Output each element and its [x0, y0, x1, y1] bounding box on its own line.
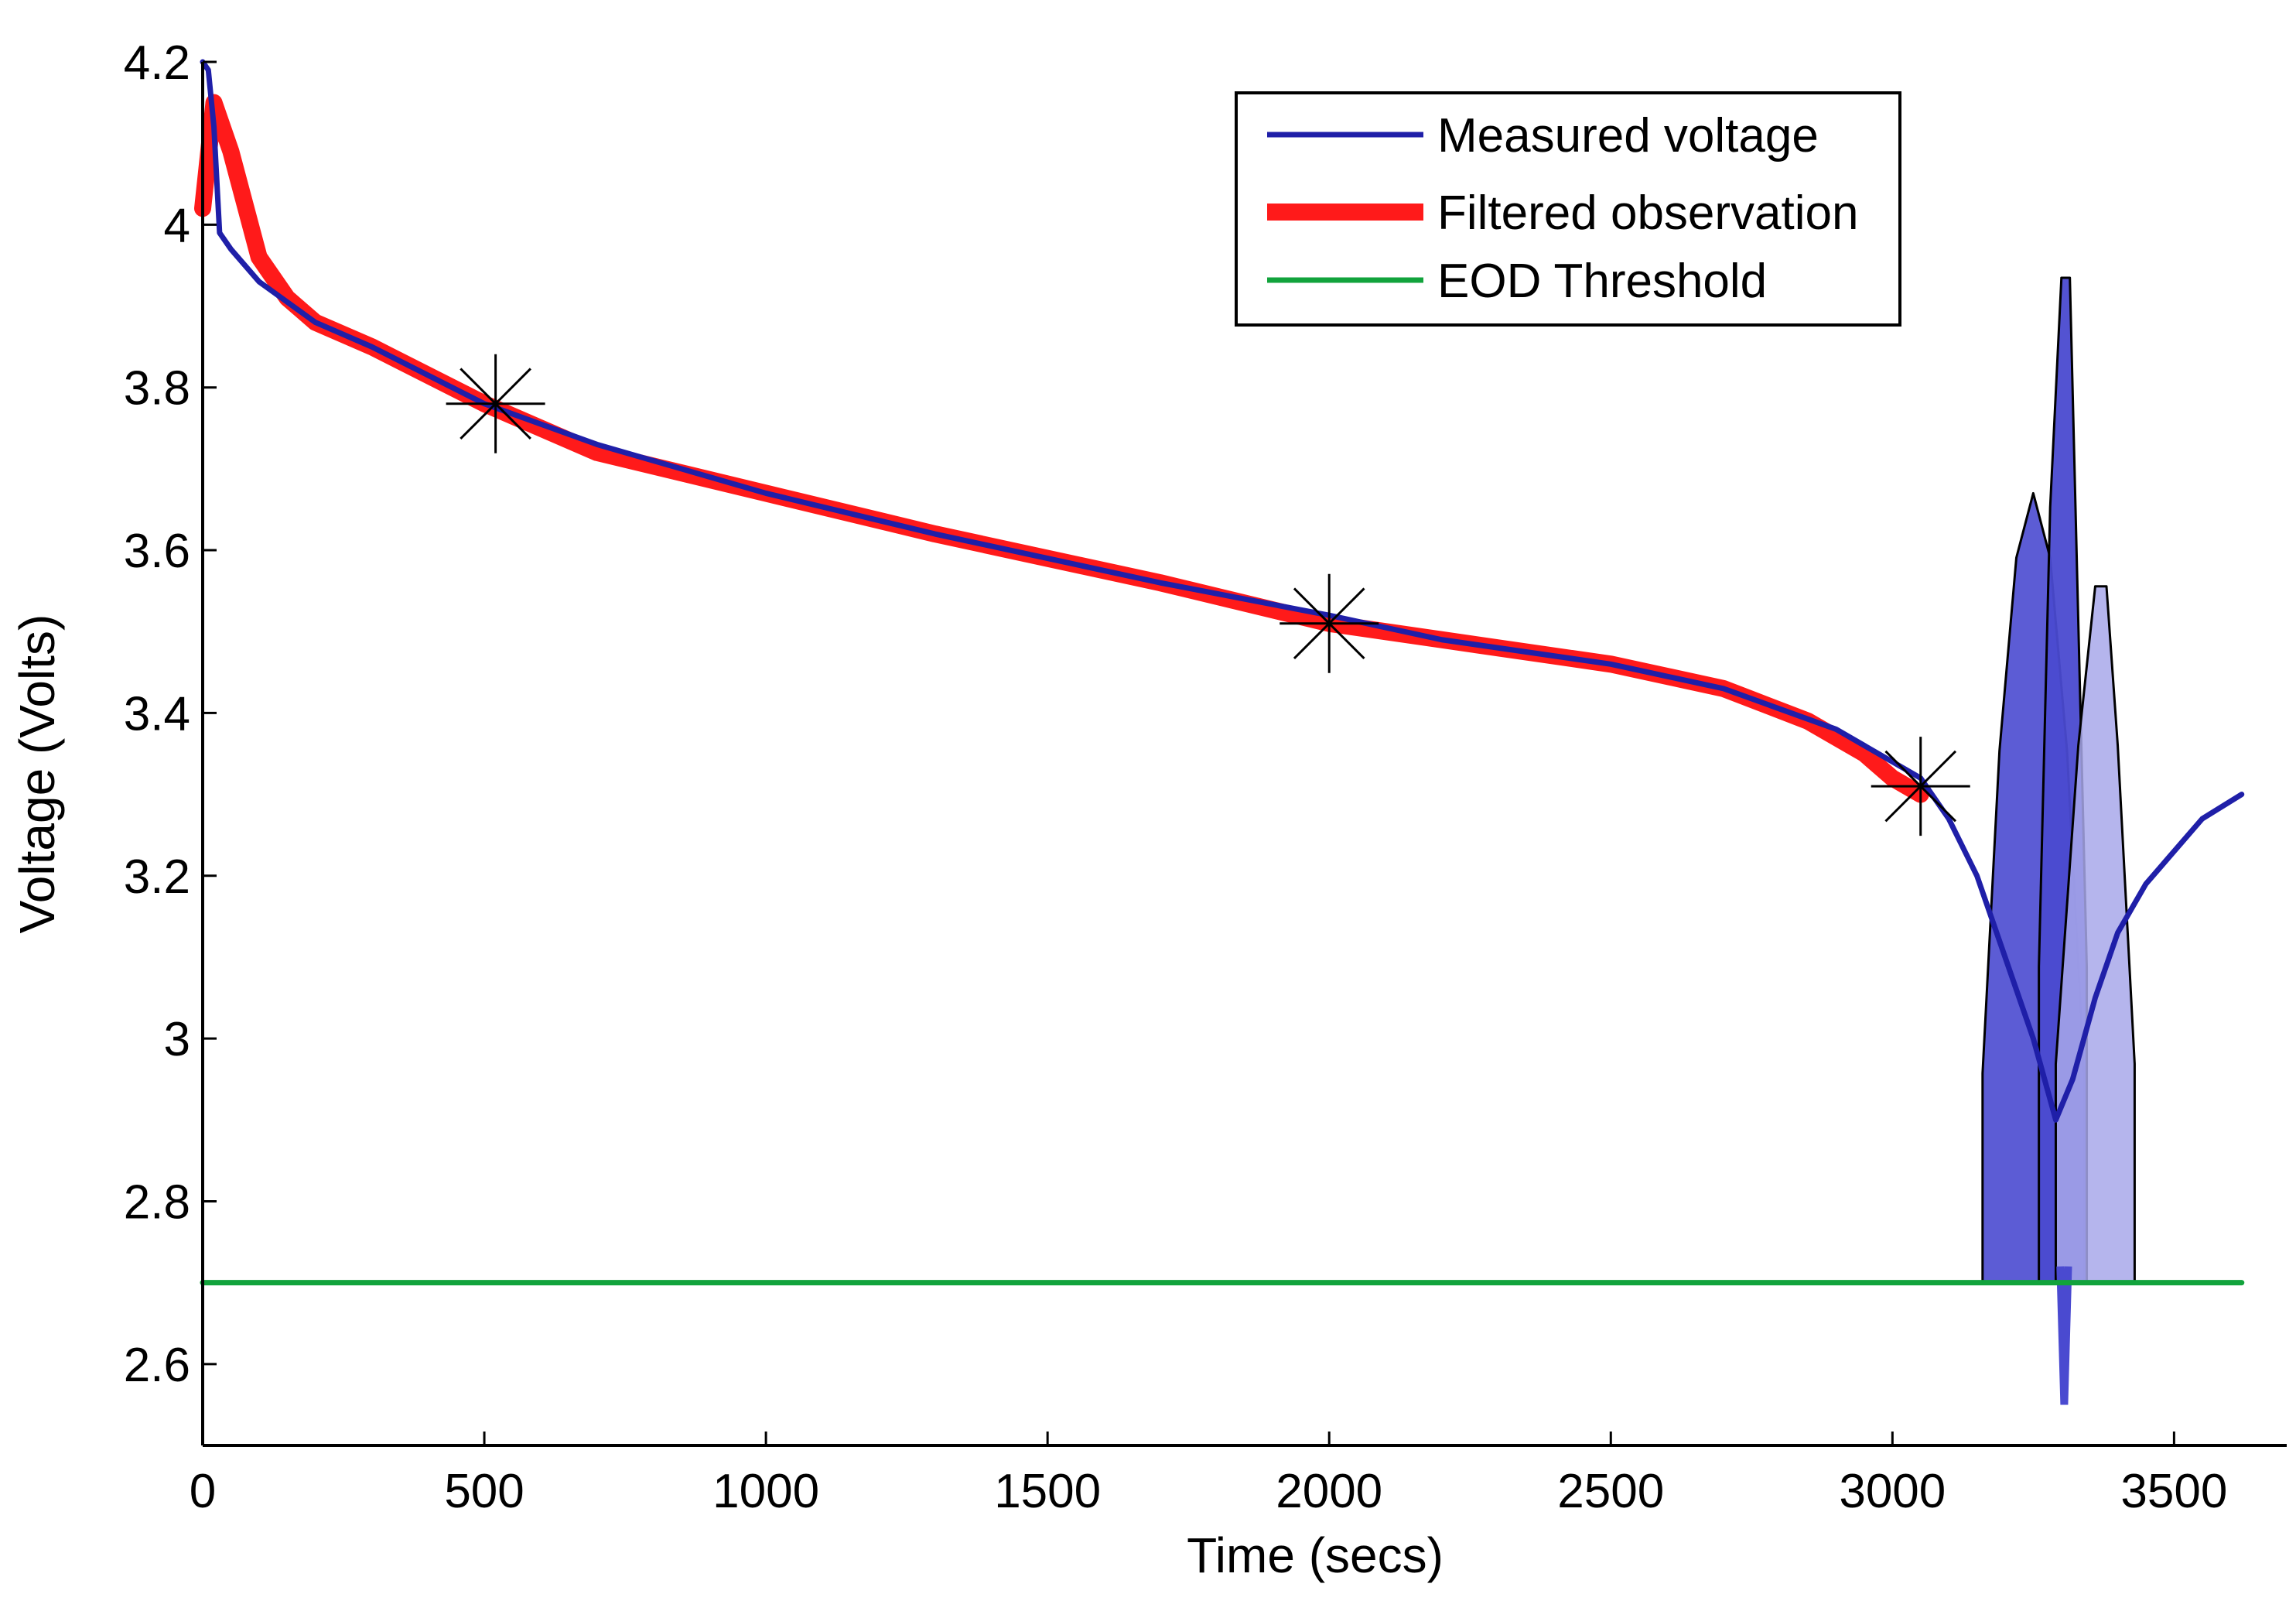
prediction-marker-3: [1871, 737, 1970, 836]
y-tick-label: 3.6: [124, 525, 190, 578]
marker-stroke: [1884, 750, 1957, 823]
axes: 0 500 1000 1500 2000 2500 3000 3500 2.6 2.8 3 3.2 3.…: [124, 36, 2287, 1518]
y-tick-label: 2.8: [124, 1175, 190, 1229]
series-lines: [194, 59, 2245, 1286]
x-tick-label: 0: [190, 1465, 216, 1518]
series-line-measured-voltage: [200, 59, 2245, 1123]
x-tick-label: 3500: [2120, 1465, 2227, 1518]
eol-distribution-dip: [2056, 1266, 2072, 1405]
y-tick-label: 3.4: [124, 687, 190, 741]
y-tick-label: 3.2: [124, 850, 190, 904]
prediction-marker-1: [446, 354, 545, 453]
legend-label-threshold: EOD Threshold: [1437, 255, 1767, 308]
y-axis-title: Voltage (Volts): [9, 614, 65, 934]
x-axis-title: Time (secs): [1187, 1527, 1444, 1583]
eol-distribution-3: [2054, 585, 2136, 1284]
x-tick-label: 3000: [1839, 1465, 1946, 1518]
eol-distributions: [1981, 276, 2136, 1405]
y-tick-label: 2.6: [124, 1339, 190, 1392]
legend: Measured voltage Filtered observation EO…: [1235, 91, 1901, 327]
prediction-marker-2: [1280, 573, 1379, 673]
marker-stroke: [1293, 587, 1365, 660]
y-tick-label: 3.8: [124, 362, 190, 416]
prediction-markers: [446, 354, 1970, 836]
y-tick-label: 3: [164, 1013, 190, 1066]
legend-label-measured: Measured voltage: [1437, 109, 1819, 162]
y-tick-label: 4: [164, 199, 190, 252]
x-tick-label: 1500: [994, 1465, 1101, 1518]
x-tick-label: 1000: [712, 1465, 819, 1518]
x-tick-label: 2500: [1557, 1465, 1664, 1518]
marker-stroke: [460, 368, 531, 440]
legend-label-filtered: Filtered observation: [1437, 186, 1859, 240]
x-tick-label: 500: [444, 1465, 524, 1518]
y-tick-label: 4.2: [124, 36, 190, 90]
x-tick-label: 2000: [1276, 1465, 1382, 1518]
